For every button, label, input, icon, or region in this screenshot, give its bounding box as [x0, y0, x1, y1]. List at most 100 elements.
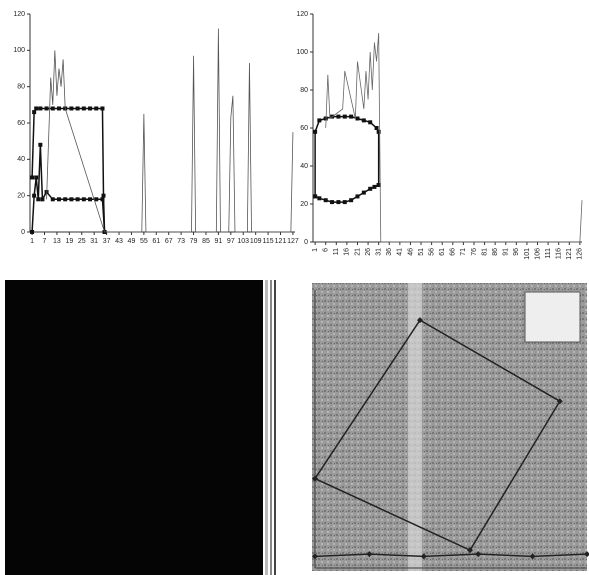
point: [556, 398, 563, 405]
point: [376, 129, 381, 134]
x-tick-label: 51: [418, 248, 425, 256]
x-tick-label: 116: [556, 248, 563, 259]
x-tick-label: 91: [215, 238, 223, 245]
point: [361, 190, 366, 195]
x-tick-label: 97: [227, 238, 235, 245]
point: [475, 551, 482, 558]
point: [467, 547, 474, 554]
point: [529, 553, 536, 560]
point: [342, 200, 347, 205]
y-tick-label: 100: [296, 49, 308, 56]
point: [342, 114, 347, 119]
point: [323, 198, 328, 203]
dark-panel: [5, 280, 263, 575]
y-tick-label: 40: [17, 156, 25, 163]
x-tick-label: 7: [43, 238, 47, 245]
point: [38, 142, 43, 147]
point: [56, 106, 61, 111]
point: [355, 194, 360, 199]
x-tick-label: 13: [53, 238, 61, 245]
bright-band: [408, 283, 422, 571]
series-line: [31, 107, 106, 233]
point: [372, 184, 377, 189]
point: [34, 175, 39, 180]
x-tick-label: 115: [263, 238, 274, 245]
x-tick-label: 6: [323, 248, 330, 252]
point: [69, 197, 74, 202]
point: [94, 106, 99, 111]
x-tick-label: 36: [386, 248, 393, 256]
x-tick-label: 79: [190, 238, 198, 245]
x-tick-label: 31: [376, 248, 383, 256]
x-tick-label: 55: [140, 238, 148, 245]
x-tick-label: 21: [354, 248, 361, 256]
point: [313, 194, 318, 199]
point: [336, 200, 341, 205]
point: [312, 475, 318, 482]
series-line: [325, 32, 583, 243]
point: [44, 106, 49, 111]
point: [32, 110, 37, 115]
y-tick-label: 60: [300, 125, 308, 132]
x-tick-label: 49: [128, 238, 136, 245]
point: [100, 106, 105, 111]
x-tick-label: 81: [481, 248, 488, 256]
x-tick-label: 56: [428, 248, 435, 256]
point: [374, 126, 379, 130]
point: [355, 116, 360, 121]
point: [38, 106, 43, 111]
x-tick-label: 1: [312, 248, 319, 252]
point: [30, 175, 35, 180]
series-line: [31, 144, 106, 233]
y-tick-label: 20: [17, 193, 25, 200]
x-tick-label: 73: [177, 238, 185, 245]
point: [40, 197, 45, 202]
x-tick-label: 111: [545, 248, 552, 259]
x-tick-label: 121: [275, 238, 287, 245]
x-tick-label: 61: [152, 238, 160, 245]
point: [56, 197, 61, 202]
x-tick-label: 31: [90, 238, 98, 245]
series-line: [314, 115, 380, 197]
point: [330, 200, 335, 205]
series-line: [314, 553, 588, 558]
point: [81, 106, 86, 111]
x-tick-label: 67: [165, 238, 173, 245]
point: [101, 193, 106, 198]
stripe: [265, 280, 268, 575]
x-tick-label: 85: [202, 238, 210, 245]
x-tick-label: 106: [534, 248, 541, 260]
point: [30, 230, 35, 234]
x-tick-label: 11: [333, 248, 340, 255]
point: [366, 551, 373, 558]
point: [368, 120, 373, 125]
y-tick-label: 0: [21, 229, 25, 236]
x-tick-label: 121: [566, 248, 573, 260]
x-tick-label: 37: [103, 238, 111, 245]
x-tick-label: 19: [65, 238, 73, 245]
point: [100, 197, 105, 202]
y-tick-label: 120: [296, 11, 308, 18]
x-tick-label: 1: [30, 238, 34, 245]
point: [361, 118, 366, 123]
x-tick-label: 103: [237, 238, 249, 245]
point: [81, 197, 86, 202]
y-tick-label: 40: [300, 163, 308, 170]
x-tick-label: 109: [250, 238, 262, 245]
x-tick-label: 96: [513, 248, 520, 256]
point: [75, 106, 80, 111]
point: [32, 193, 37, 198]
y-tick-label: 20: [300, 201, 308, 208]
x-tick-label: 126: [577, 248, 584, 260]
x-tick-label: 61: [439, 248, 446, 256]
point: [420, 553, 427, 560]
x-tick-label: 101: [524, 248, 531, 260]
point: [349, 198, 354, 203]
point: [336, 114, 341, 119]
point: [376, 183, 381, 187]
y-tick-label: 80: [300, 87, 308, 94]
point: [69, 106, 74, 111]
point: [50, 106, 55, 111]
x-tick-label: 41: [397, 248, 404, 256]
